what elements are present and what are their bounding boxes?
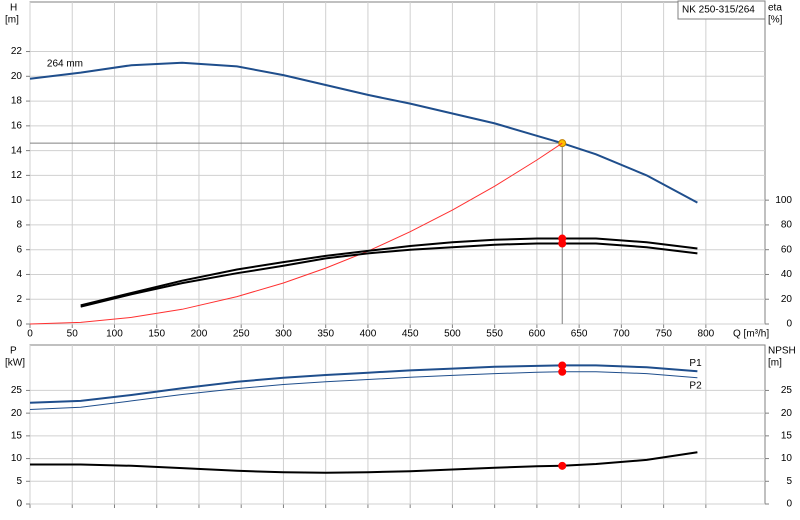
y2-axis-label: NPSH <box>768 346 796 357</box>
plot-area <box>29 1 766 325</box>
y-tick-label: 0 <box>16 499 22 510</box>
curve <box>29 371 698 410</box>
y-tick-label: 2 <box>16 294 22 305</box>
x-tick-label: 550 <box>486 329 503 340</box>
y2-tick-label: 5 <box>786 476 792 487</box>
x-tick-label: 500 <box>444 329 461 340</box>
y2-axis-label: eta <box>768 3 782 14</box>
y2-tick-label: 20 <box>781 294 793 305</box>
y-axis-label: P <box>10 346 17 357</box>
operating-point-marker <box>558 367 567 376</box>
curve <box>80 242 698 308</box>
y2-tick-label: 0 <box>786 319 792 330</box>
y-tick-label: 5 <box>16 476 22 487</box>
title-box <box>677 0 766 20</box>
x-tick-label: 750 <box>655 329 672 340</box>
x-tick-label: 250 <box>233 329 250 340</box>
curve <box>29 61 698 204</box>
y-axis-unit: [m] <box>5 15 19 26</box>
legend-label: P2 <box>689 380 702 391</box>
y-tick-label: 15 <box>11 430 23 441</box>
y2-tick-label: 25 <box>781 385 793 396</box>
curve <box>29 364 698 404</box>
y2-axis-unit: [m] <box>768 358 782 369</box>
curve <box>30 451 698 474</box>
operating-point-marker <box>558 239 567 248</box>
x-tick-label: 450 <box>402 329 419 340</box>
y-tick-label: 10 <box>11 195 23 206</box>
x-tick-label: 600 <box>529 329 546 340</box>
y2-tick-label: 60 <box>781 244 793 255</box>
y-tick-label: 16 <box>11 120 23 131</box>
y-tick-label: 25 <box>11 385 23 396</box>
y-tick-label: 10 <box>11 453 23 464</box>
x-tick-label: 300 <box>275 329 292 340</box>
y2-tick-label: 0 <box>786 499 792 510</box>
x-tick-label: 350 <box>317 329 334 340</box>
chart-title: NK 250-315/264 <box>682 5 755 16</box>
x-tick-label: 50 <box>67 329 79 340</box>
y2-tick-label: 15 <box>781 430 793 441</box>
y-tick-label: 20 <box>11 408 23 419</box>
legend-label: P1 <box>689 358 702 369</box>
y2-tick-label: 80 <box>781 220 793 231</box>
x-tick-label: 400 <box>360 329 377 340</box>
y-tick-label: 6 <box>16 244 22 255</box>
x-axis-label: Q [m³/h] <box>733 329 769 340</box>
x-tick-label: 700 <box>613 329 630 340</box>
x-tick-label: 650 <box>571 329 588 340</box>
annotation: 264 mm <box>47 59 83 70</box>
y2-tick-label: 20 <box>781 408 793 419</box>
y-tick-label: 4 <box>16 269 22 280</box>
y-axis-label: H <box>10 3 17 14</box>
y-tick-label: 22 <box>11 46 23 57</box>
operating-point-marker <box>558 139 567 148</box>
y2-tick-label: 40 <box>781 269 793 280</box>
x-tick-label: 150 <box>148 329 165 340</box>
x-tick-label: 800 <box>698 329 715 340</box>
y-tick-label: 0 <box>16 319 22 330</box>
curve <box>80 237 698 307</box>
y2-tick-label: 10 <box>781 453 793 464</box>
y2-axis-unit: [%] <box>768 15 783 26</box>
y-tick-label: 12 <box>11 170 23 181</box>
x-tick-label: 200 <box>191 329 208 340</box>
y-tick-label: 14 <box>11 145 23 156</box>
y2-tick-label: 100 <box>775 195 792 206</box>
y-tick-label: 18 <box>11 96 23 107</box>
y-tick-label: 20 <box>11 71 23 82</box>
operating-point-marker <box>558 461 567 470</box>
curve <box>29 142 563 325</box>
y-axis-unit: [kW] <box>5 358 25 369</box>
y-tick-label: 8 <box>16 220 22 231</box>
x-tick-label: 0 <box>27 329 33 340</box>
x-tick-label: 100 <box>106 329 123 340</box>
